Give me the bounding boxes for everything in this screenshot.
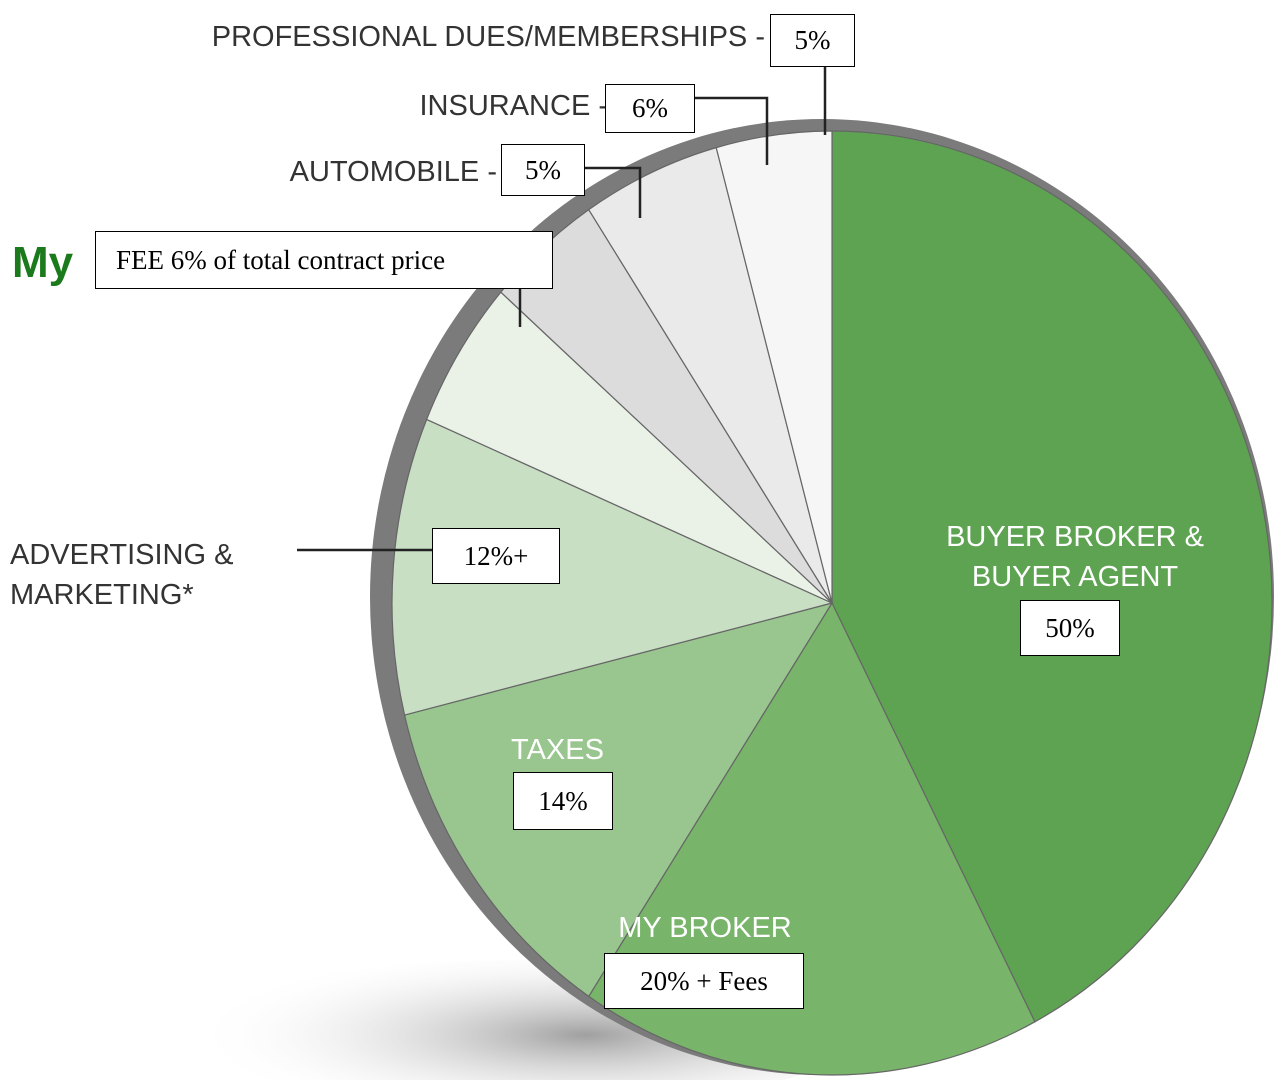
value-label: 14% (513, 772, 613, 830)
pie-slice (587, 146, 833, 604)
value-label: 50% (1020, 600, 1120, 656)
category-label: INSURANCE - (419, 90, 608, 122)
value-label: 12%+ (432, 528, 560, 584)
pie-slice (403, 602, 834, 998)
category-label: TAXES (511, 734, 604, 766)
slices (391, 130, 1273, 1076)
category-label: ADVERTISING & MARKETING* (10, 539, 234, 611)
leader-line (585, 166, 642, 218)
value-label: FEE 6% of total contract price (95, 231, 553, 289)
pie-slice (391, 418, 834, 716)
category-label: AUTOMOBILE - (289, 156, 497, 188)
pie-slice (831, 130, 1273, 1023)
pie-slice (715, 130, 833, 604)
category-label: MY BROKER (618, 912, 792, 944)
category-label: BUYER BROKER & BUYER AGENT (946, 521, 1204, 593)
category-label: My (12, 238, 74, 287)
leaders (297, 67, 827, 552)
value-label: 6% (605, 84, 695, 133)
value-label: 5% (770, 14, 855, 67)
value-label: 20% + Fees (604, 953, 804, 1009)
leader-line (695, 96, 769, 165)
value-label: 5% (501, 144, 585, 196)
pie-slice (425, 291, 833, 604)
category-label: PROFESSIONAL DUES/MEMBERSHIPS - (211, 21, 765, 53)
